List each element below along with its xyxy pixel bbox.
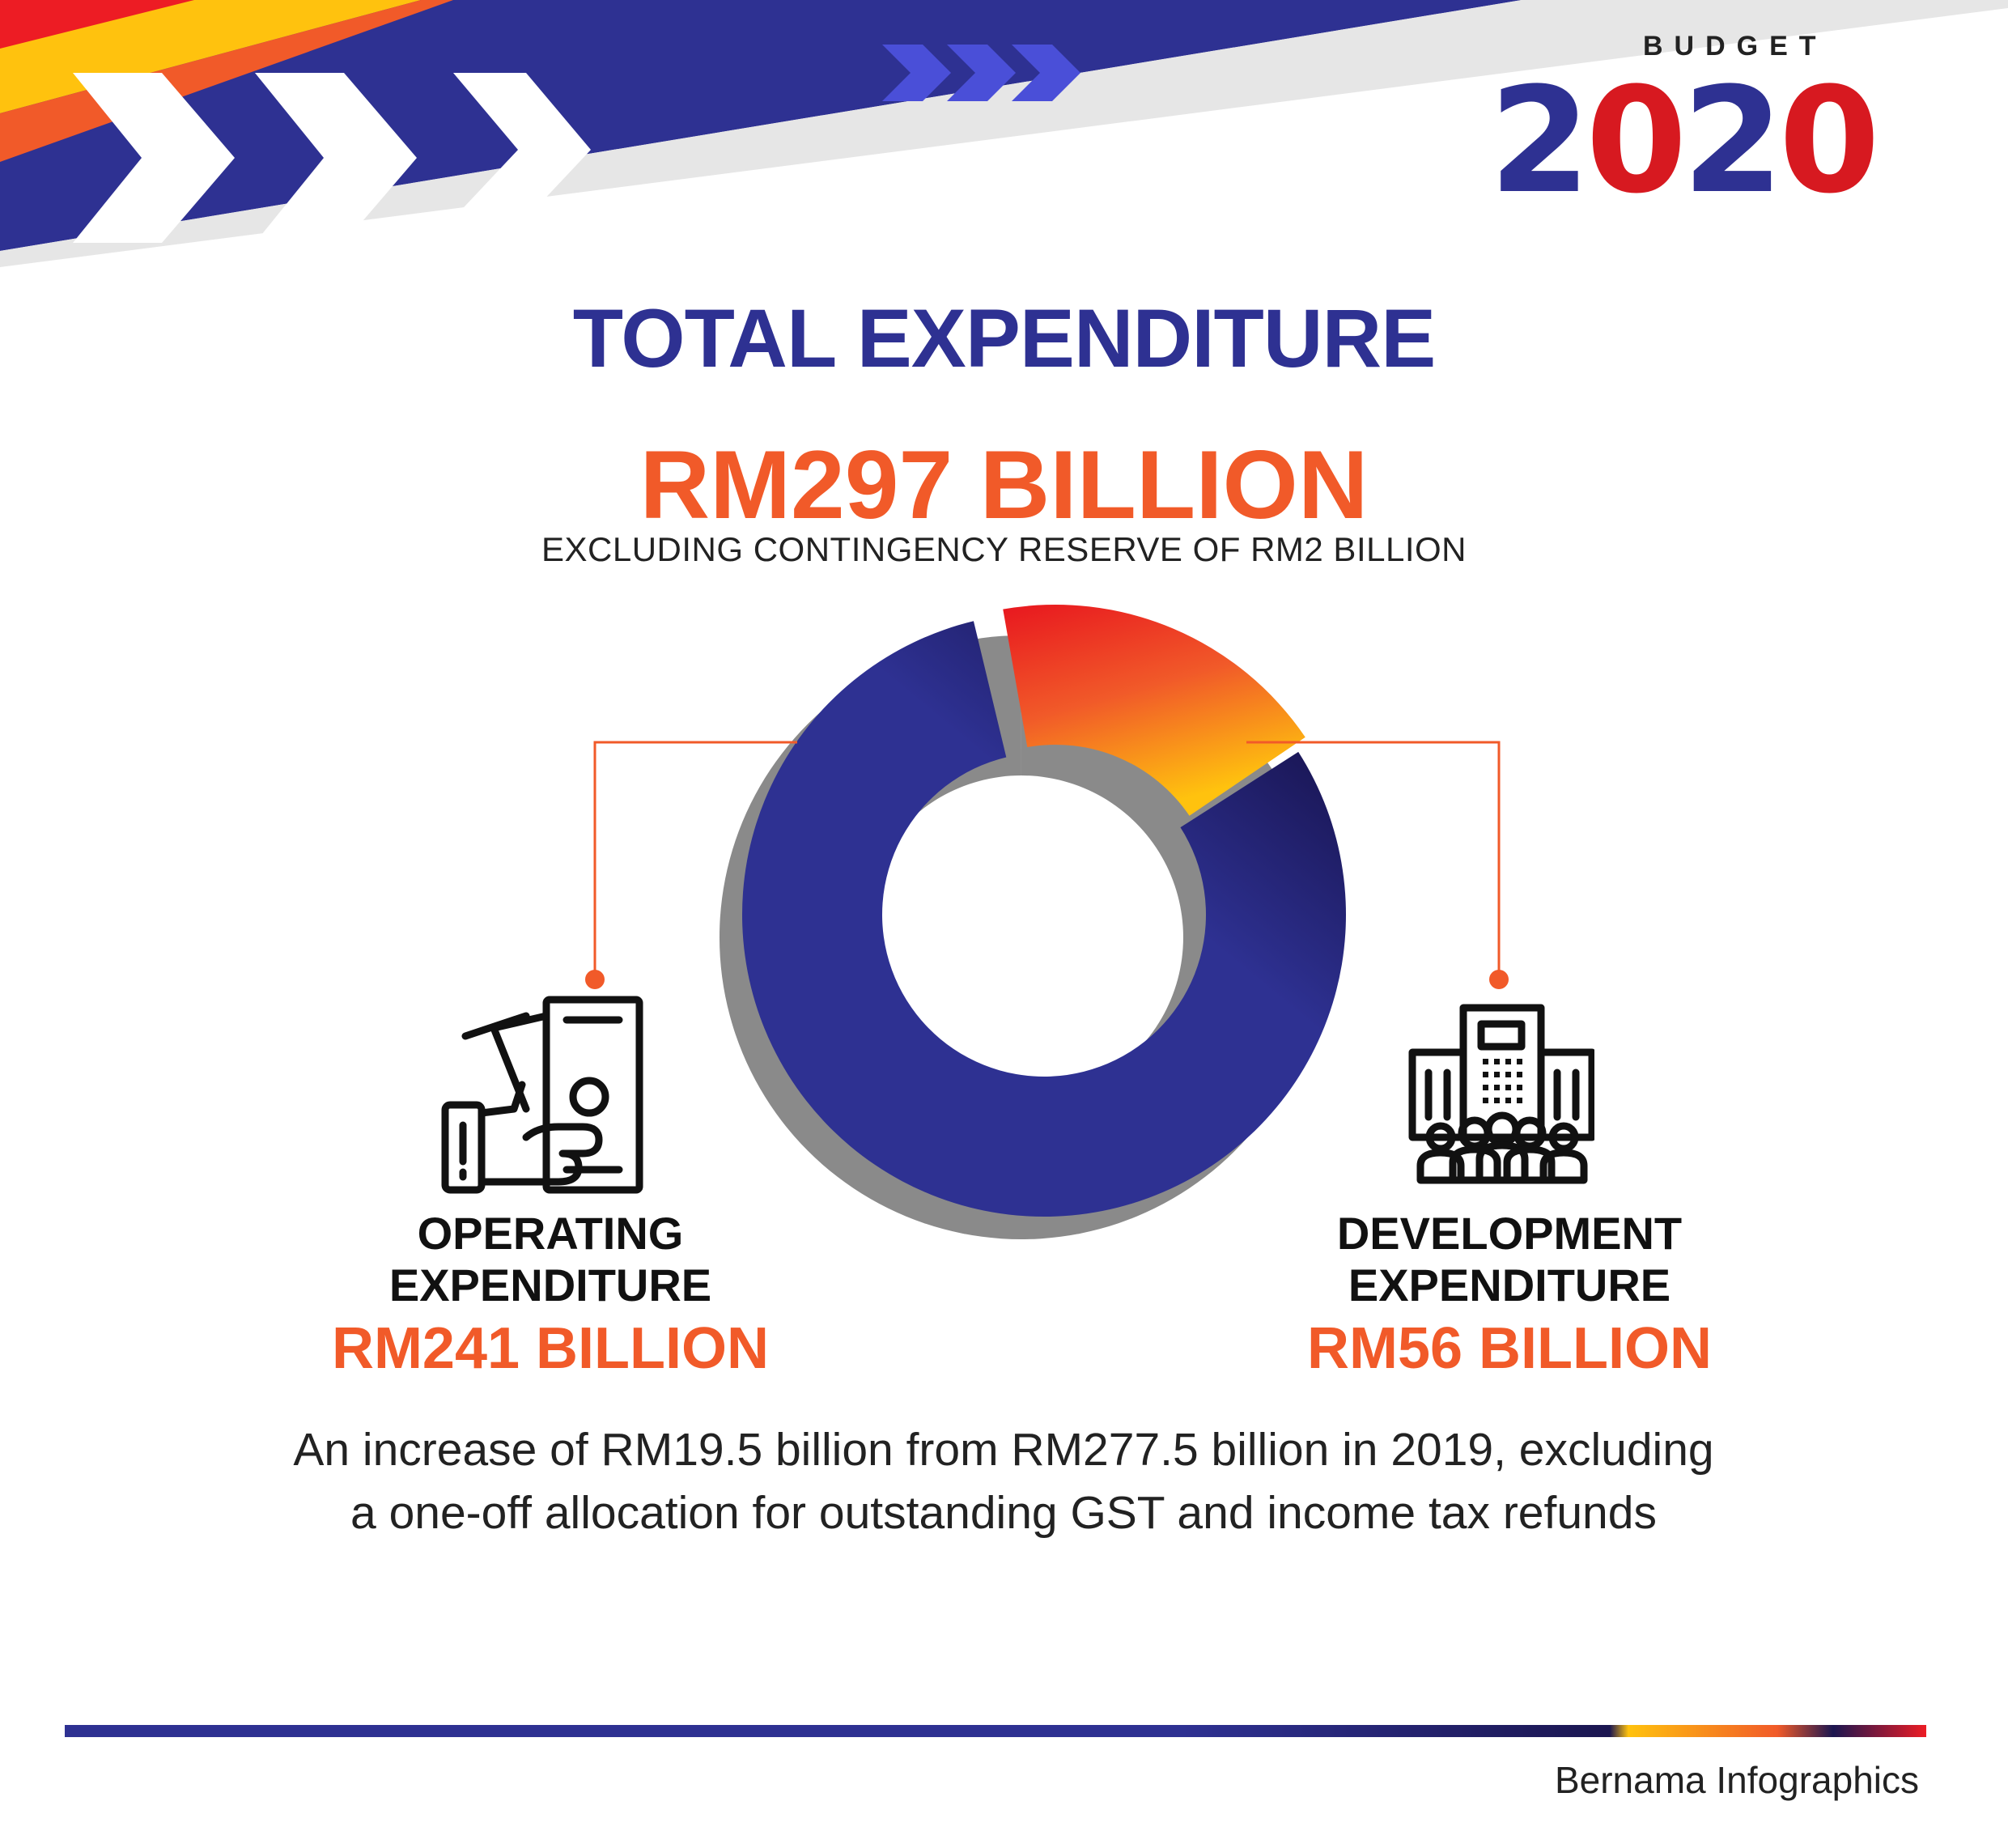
note-text: An increase of RM19.5 billion from RM277… [293, 1424, 1714, 1539]
category-development: DEVELOPMENT EXPENDITURE RM56 BILLION [1218, 1208, 1801, 1383]
leader-dot-operating [585, 970, 605, 989]
leader-line-operating [593, 741, 797, 979]
development-value: RM56 BILLION [1306, 1316, 1713, 1381]
credit-text: Bernama Infographics [1554, 1759, 1919, 1801]
chart-subtitle: EXCLUDING CONTINGENCY RESERVE OF RM2 BIL… [541, 530, 1467, 568]
development-label-line2: EXPENDITURE [1348, 1260, 1671, 1311]
operating-value: RM241 BILLION [331, 1316, 770, 1381]
development-label-line1: DEVELOPMENT [1336, 1208, 1683, 1259]
top-banner [0, 0, 2008, 267]
operating-label-line1: OPERATING [417, 1208, 684, 1259]
brand-top-text: BUDGET [1643, 31, 1828, 62]
donut-slice-development [1003, 605, 1305, 816]
cash-in-hand-icon [441, 996, 643, 1194]
budget-2020-logo: BUDGET 2020 [1489, 24, 1975, 226]
category-operating: OPERATING EXPENDITURE RM241 BILLION [275, 1208, 826, 1383]
chart-title: TOTAL EXPENDITURE [572, 292, 1436, 384]
footer-bar [65, 1725, 1926, 1737]
donut-slice-operating [741, 621, 1346, 1217]
total-value: RM297 BILLION [639, 431, 1369, 539]
brand-year-text: 2020 [1489, 57, 1880, 226]
operating-label-line2: EXPENDITURE [388, 1260, 712, 1311]
leader-line-development [1246, 741, 1501, 979]
buildings-people-icon [1408, 1004, 1594, 1184]
leader-dot-development [1489, 970, 1509, 989]
